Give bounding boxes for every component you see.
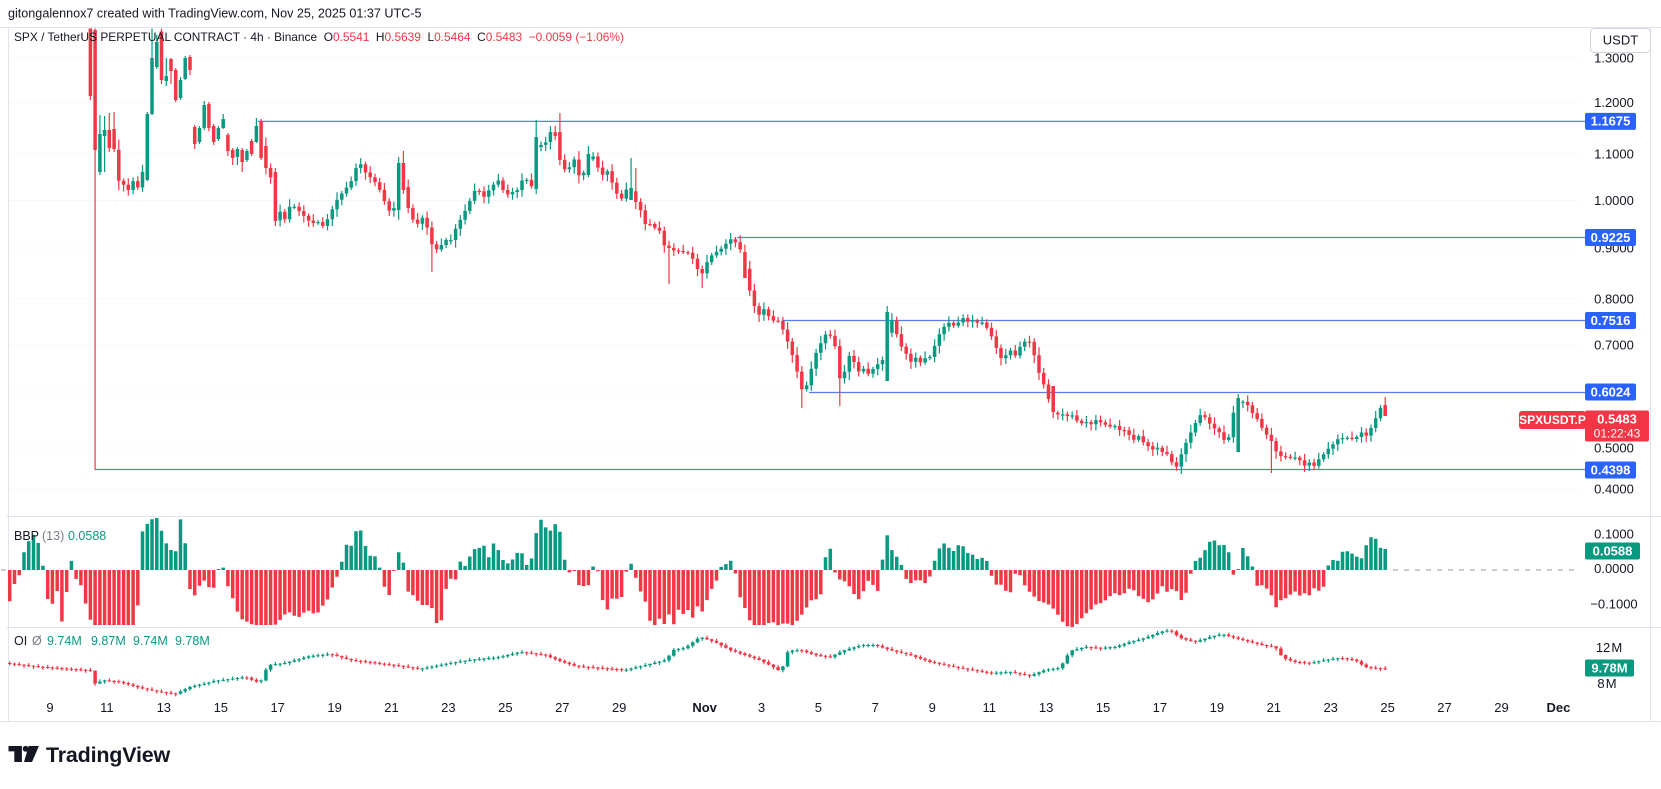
svg-text:1.3000: 1.3000 — [1594, 51, 1634, 66]
svg-text:0.0588: 0.0588 — [68, 529, 106, 543]
svg-text:3: 3 — [758, 700, 765, 715]
svg-text:29: 29 — [612, 700, 626, 715]
svg-text:11: 11 — [100, 700, 114, 715]
svg-text:25: 25 — [498, 700, 512, 715]
svg-text:0.0000: 0.0000 — [1594, 561, 1634, 576]
svg-text:0.4000: 0.4000 — [1594, 482, 1634, 497]
svg-text:Dec: Dec — [1546, 700, 1570, 715]
svg-text:Ø: Ø — [32, 634, 42, 648]
svg-text:9.74M: 9.74M — [47, 634, 82, 648]
svg-text:SPX / TetherUS PERPETUAL CONTR: SPX / TetherUS PERPETUAL CONTRACT · 4h ·… — [14, 30, 624, 44]
svg-text:9.87M: 9.87M — [91, 634, 126, 648]
svg-text:9.78M: 9.78M — [175, 634, 210, 648]
svg-text:5: 5 — [815, 700, 822, 715]
svg-text:15: 15 — [1096, 700, 1110, 715]
svg-text:15: 15 — [214, 700, 228, 715]
svg-text:7: 7 — [872, 700, 879, 715]
svg-text:(13): (13) — [42, 529, 64, 543]
svg-text:01:22:43: 01:22:43 — [1594, 427, 1641, 441]
svg-text:8 M: 8 M — [1597, 676, 1616, 691]
svg-text:SPXUSDT.P: SPXUSDT.P — [1519, 413, 1586, 427]
svg-text:27: 27 — [1437, 700, 1451, 715]
svg-text:13: 13 — [1039, 700, 1053, 715]
svg-text:0.8000: 0.8000 — [1594, 292, 1634, 307]
svg-text:BBP: BBP — [14, 529, 39, 543]
svg-text:1.1000: 1.1000 — [1594, 147, 1634, 162]
svg-text:0.5483: 0.5483 — [1597, 412, 1637, 427]
svg-text:25: 25 — [1380, 700, 1394, 715]
svg-text:Nov: Nov — [692, 700, 717, 715]
svg-text:gitongalennox7 created with Tr: gitongalennox7 created with TradingView.… — [8, 7, 422, 21]
svg-text:0.7000: 0.7000 — [1594, 338, 1634, 353]
svg-text:29: 29 — [1494, 700, 1508, 715]
svg-text:TradingView: TradingView — [46, 743, 171, 767]
svg-text:0.5000: 0.5000 — [1594, 441, 1634, 456]
svg-text:11: 11 — [982, 700, 996, 715]
svg-text:19: 19 — [327, 700, 341, 715]
svg-text:1.1675: 1.1675 — [1591, 114, 1631, 129]
svg-text:17: 17 — [270, 700, 284, 715]
svg-text:21: 21 — [384, 700, 398, 715]
svg-text:19: 19 — [1210, 700, 1224, 715]
svg-text:0.4398: 0.4398 — [1591, 462, 1631, 477]
svg-text:1.0000: 1.0000 — [1594, 193, 1634, 208]
svg-text:9: 9 — [46, 700, 53, 715]
svg-text:17: 17 — [1153, 700, 1167, 715]
svg-text:0.7516: 0.7516 — [1591, 313, 1631, 328]
svg-text:9.74M: 9.74M — [133, 634, 168, 648]
svg-text:USDT: USDT — [1603, 33, 1638, 48]
svg-text:0.0588: 0.0588 — [1593, 543, 1633, 558]
svg-text:23: 23 — [1323, 700, 1337, 715]
svg-text:0.1000: 0.1000 — [1594, 527, 1634, 542]
svg-text:9: 9 — [929, 700, 936, 715]
svg-text:1.2000: 1.2000 — [1594, 95, 1634, 110]
svg-text:27: 27 — [555, 700, 569, 715]
svg-text:9.78M: 9.78M — [1591, 660, 1627, 675]
svg-text:21: 21 — [1267, 700, 1281, 715]
svg-text:OI: OI — [14, 634, 27, 648]
svg-text:−0.1000: −0.1000 — [1590, 597, 1637, 612]
svg-text:0.6024: 0.6024 — [1591, 384, 1632, 399]
svg-text:12 M: 12 M — [1596, 640, 1622, 655]
svg-text:0.9225: 0.9225 — [1591, 230, 1631, 245]
svg-text:23: 23 — [441, 700, 455, 715]
svg-text:13: 13 — [157, 700, 171, 715]
